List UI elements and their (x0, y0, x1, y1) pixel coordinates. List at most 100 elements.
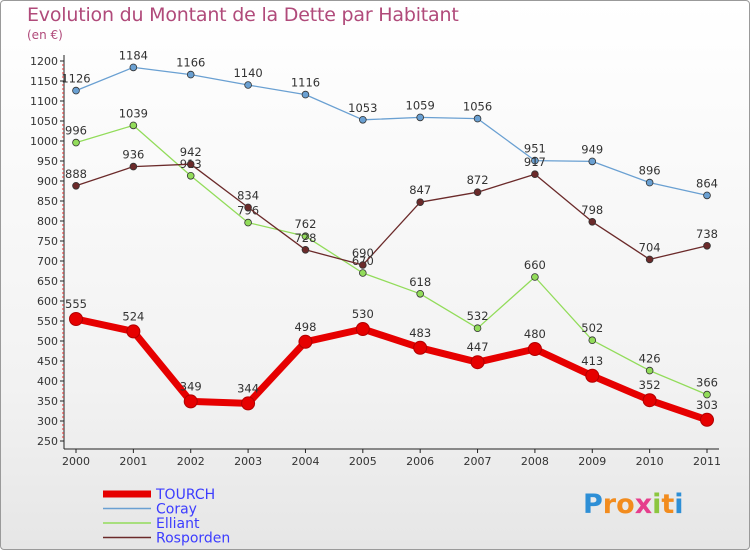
data-label-rosporden: 690 (352, 246, 374, 260)
data-label-coray: 1166 (176, 56, 205, 70)
y-tick-label: 800 (37, 215, 58, 228)
unit-label: (en €) (27, 28, 63, 42)
data-label-coray: 1059 (406, 98, 435, 112)
legend-label-rosporden: Rosporden (156, 531, 230, 547)
data-label-elliant: 1039 (119, 106, 148, 120)
data-label-tourch: 303 (696, 398, 718, 412)
legend-label-coray: Coray (156, 502, 197, 518)
y-tick-label: 550 (37, 315, 58, 328)
data-label-coray: 951 (524, 142, 546, 156)
y-tick-label: 1200 (30, 55, 58, 68)
data-label-rosporden: 936 (122, 148, 144, 162)
y-tick-label: 500 (37, 335, 58, 348)
data-label-tourch: 344 (237, 381, 259, 395)
logo-letter: i (674, 489, 684, 520)
data-label-elliant: 426 (639, 352, 661, 366)
data-label-tourch: 524 (122, 309, 144, 323)
data-point-elliant (186, 172, 195, 180)
data-point-elliant (359, 269, 367, 277)
data-point-rosporden (645, 255, 654, 264)
data-point-tourch (183, 394, 198, 409)
data-label-rosporden: 704 (639, 240, 661, 254)
data-label-rosporden: 942 (180, 145, 202, 159)
data-point-coray (359, 116, 367, 124)
y-tick-label: 400 (37, 375, 58, 388)
data-label-coray: 1184 (119, 48, 148, 62)
data-point-elliant (588, 336, 597, 345)
data-label-coray: 1053 (348, 101, 377, 115)
x-tick-label: 2004 (291, 455, 319, 468)
y-tick-label: 900 (37, 175, 58, 188)
data-point-coray (645, 178, 654, 187)
series-line-tourch (72, 315, 711, 424)
data-point-rosporden (72, 182, 80, 190)
data-point-elliant (703, 390, 711, 399)
data-point-coray (703, 191, 711, 200)
data-point-elliant (301, 232, 310, 241)
data-label-coray: 864 (696, 176, 718, 190)
data-label-coray: 1126 (61, 72, 90, 86)
y-tick-label: 1000 (30, 135, 58, 148)
x-tick-label: 2000 (62, 455, 90, 468)
data-point-rosporden (186, 160, 195, 169)
data-label-rosporden: 847 (409, 183, 431, 197)
data-point-elliant (244, 218, 252, 227)
data-label-coray: 949 (581, 142, 603, 156)
legend-label-elliant: Elliant (156, 516, 200, 532)
data-point-tourch (470, 355, 485, 370)
data-point-tourch (241, 396, 256, 411)
data-point-tourch (126, 324, 141, 339)
data-point-rosporden (416, 198, 424, 207)
data-label-tourch: 352 (639, 378, 661, 392)
data-point-elliant (129, 121, 138, 130)
data-label-rosporden: 834 (237, 188, 259, 202)
data-label-rosporden: 917 (524, 155, 546, 169)
proxiti-logo: Proxiti (583, 489, 684, 520)
data-label-tourch: 530 (352, 307, 374, 321)
data-point-coray (416, 113, 424, 122)
y-tick-label: 1100 (30, 95, 58, 108)
data-point-coray (129, 63, 138, 72)
data-point-elliant (72, 138, 80, 147)
data-point-coray (186, 70, 195, 79)
series-tourch: 555 524 349 344 498 530 483 447 480 413 352 303 (65, 297, 718, 427)
data-label-elliant: 502 (581, 321, 603, 335)
data-label-rosporden: 738 (696, 227, 718, 241)
data-point-coray (301, 90, 310, 99)
data-label-elliant: 366 (696, 376, 718, 390)
y-tick-label: 850 (37, 195, 58, 208)
data-label-elliant: 670 (352, 254, 374, 268)
data-point-tourch (298, 334, 313, 349)
data-label-tourch: 498 (294, 320, 316, 334)
data-point-tourch (69, 312, 83, 326)
data-label-coray: 1140 (233, 66, 262, 80)
data-point-rosporden (244, 203, 252, 212)
data-point-coray (473, 114, 482, 123)
data-point-tourch (700, 412, 714, 427)
data-point-tourch (642, 393, 657, 408)
data-point-rosporden (588, 218, 597, 226)
data-point-rosporden (473, 188, 482, 197)
y-tick-label: 650 (37, 275, 58, 288)
series-line-rosporden (75, 163, 708, 266)
data-label-rosporden: 798 (581, 203, 603, 217)
data-label-tourch: 447 (467, 340, 489, 354)
series-elliant: 9961039913796762670618532660502426366 (65, 106, 718, 399)
data-label-coray: 896 (639, 164, 661, 178)
x-tick-label: 2005 (349, 455, 377, 468)
data-point-elliant (473, 324, 482, 333)
data-point-rosporden (703, 242, 711, 250)
y-tick-label: 700 (37, 255, 58, 268)
x-tick-label: 2003 (234, 455, 262, 468)
logo-letter: r (602, 489, 617, 520)
logo-letter: x (634, 489, 653, 520)
data-label-rosporden: 728 (294, 231, 316, 245)
x-tick-label: 2009 (578, 455, 606, 468)
data-point-rosporden (359, 261, 367, 269)
data-point-coray (244, 81, 252, 89)
x-tick-label: 2001 (119, 455, 147, 468)
data-label-elliant: 532 (467, 309, 489, 323)
data-point-tourch (527, 342, 542, 356)
data-label-rosporden: 872 (467, 173, 489, 187)
